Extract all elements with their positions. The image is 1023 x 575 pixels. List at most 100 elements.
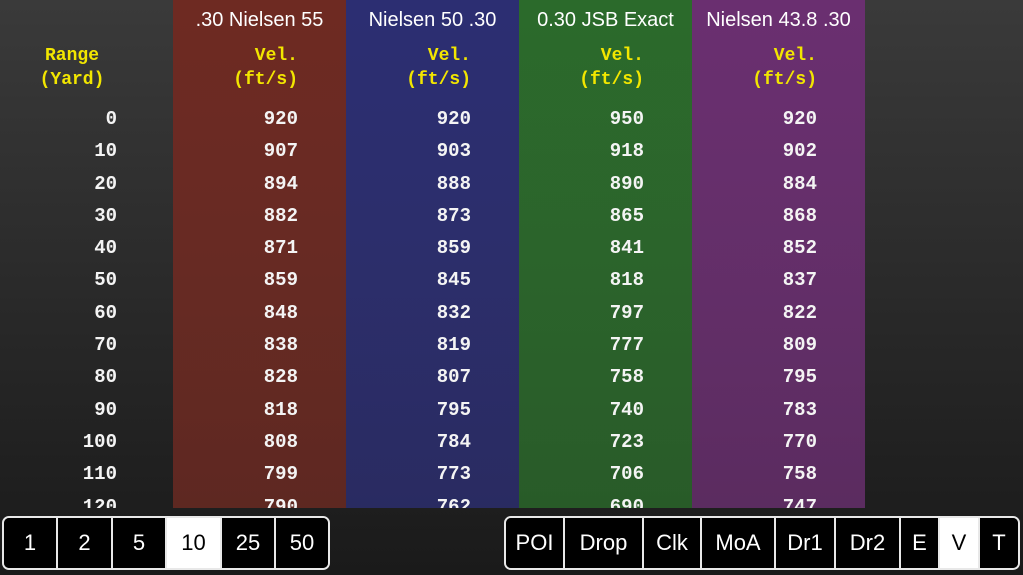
view-selector-option[interactable]: T [980,518,1018,568]
velocity-value: 818 [609,269,644,292]
velocity-value: 871 [263,237,298,260]
velocity-value: 747 [782,495,817,508]
velocity-header: Vel. (ft/s) [692,44,865,92]
velocity-value: 777 [609,334,644,357]
projectile-title: Nielsen 50 .30 [368,8,497,31]
velocity-value: 819 [436,334,471,357]
velocity-values: 920 902 884 868 852 837 822 809 795 783 770 758 747 [692,103,865,508]
step-selector-option[interactable]: 25 [222,518,276,568]
velocity-value: 884 [782,172,817,195]
step-selector-option[interactable]: 10 [167,518,222,568]
step-selector-option[interactable]: 1 [4,518,58,568]
velocity-value: 865 [609,204,644,227]
velocity-value: 762 [436,495,471,508]
projectile-column: .30 Nielsen 55 Vel. (ft/s) 920 907 894 882 871 8… [173,0,346,508]
projectile-title: Nielsen 43.8 .30 [706,8,851,31]
view-selector-option[interactable]: E [901,518,940,568]
range-value: 50 [94,269,117,292]
velocity-value: 838 [263,334,298,357]
step-selector-option[interactable]: 5 [113,518,167,568]
velocity-value: 808 [263,430,298,453]
range-value: 20 [94,172,117,195]
velocity-value: 882 [263,204,298,227]
range-value: 40 [94,237,117,260]
velocity-value: 950 [609,108,644,130]
velocity-value: 894 [263,172,298,195]
velocity-value: 837 [782,269,817,292]
projectile-column: Nielsen 43.8 .30 Vel. (ft/s) 920 902 884 868 85… [692,0,865,508]
projectile-title: 0.30 JSB Exact [537,8,674,31]
velocity-header: Vel. (ft/s) [346,44,519,92]
velocity-values: 920 907 894 882 871 859 848 838 828 818 808 799 790 [173,103,346,508]
range-value: 120 [82,495,117,508]
view-selector-option[interactable]: Drop [565,518,644,568]
velocity-value: 859 [263,269,298,292]
velocity-value: 723 [609,430,644,453]
velocity-values: 920 903 888 873 859 845 832 819 807 795 784 773 762 [346,103,519,508]
projectile-column: Nielsen 50 .30 Vel. (ft/s) 920 903 888 873 859 8… [346,0,519,508]
view-selector-option[interactable]: V [940,518,980,568]
step-selector-option[interactable]: 2 [58,518,113,568]
velocity-value: 920 [436,108,471,130]
velocity-label: Vel. [773,46,817,66]
velocity-unit: (ft/s) [752,70,817,90]
range-value: 70 [94,334,117,357]
velocity-value: 868 [782,204,817,227]
velocity-value: 848 [263,301,298,324]
view-mode-selector[interactable]: POI Drop Clk MoA Dr1 Dr2 E V T [504,516,1020,570]
range-label: Range [44,46,99,66]
step-selector-option[interactable]: 50 [276,518,328,568]
range-values: 0 10 20 30 40 50 60 70 80 90 100 110 120 [0,103,173,508]
range-value: 60 [94,301,117,324]
velocity-label: Vel. [600,46,644,66]
velocity-unit: (ft/s) [406,70,471,90]
velocity-value: 809 [782,334,817,357]
range-value: 0 [105,108,117,130]
velocity-value: 758 [782,463,817,486]
range-column: Range (Yard) 0 10 20 30 40 50 60 70 80 90 100 110 12… [0,0,173,508]
velocity-value: 783 [782,398,817,421]
view-selector-option[interactable]: POI [506,518,565,568]
velocity-value: 740 [609,398,644,421]
projectile-column: 0.30 JSB Exact Vel. (ft/s) 950 918 890 865 841 8… [519,0,692,508]
velocity-value: 807 [436,366,471,389]
velocity-value: 795 [436,398,471,421]
velocity-value: 918 [609,140,644,163]
view-selector-option[interactable]: MoA [702,518,776,568]
view-selector-option[interactable]: Clk [644,518,702,568]
velocity-value: 784 [436,430,471,453]
velocity-value: 758 [609,366,644,389]
velocity-value: 890 [609,172,644,195]
velocity-value: 828 [263,366,298,389]
ballistics-table: Range (Yard) 0 10 20 30 40 50 60 70 80 90 100 110 12… [0,0,865,508]
projectile-title: .30 Nielsen 55 [195,8,324,31]
velocity-value: 841 [609,237,644,260]
range-value: 110 [82,463,117,486]
view-selector-option[interactable]: Dr2 [836,518,901,568]
velocity-value: 690 [609,495,644,508]
velocity-value: 873 [436,204,471,227]
velocity-label: Vel. [427,46,471,66]
velocity-value: 790 [263,495,298,508]
range-value: 10 [94,140,117,163]
velocity-value: 795 [782,366,817,389]
velocity-value: 903 [436,140,471,163]
range-value: 80 [94,366,117,389]
velocity-value: 770 [782,430,817,453]
range-step-selector[interactable]: 1 2 5 10 25 50 [2,516,330,570]
range-unit: (Yard) [39,70,105,90]
velocity-unit: (ft/s) [579,70,644,90]
velocity-value: 822 [782,301,817,324]
velocity-header: Vel. (ft/s) [519,44,692,92]
view-selector-option[interactable]: Dr1 [776,518,836,568]
velocity-value: 773 [436,463,471,486]
velocity-header: Vel. (ft/s) [173,44,346,92]
range-value: 90 [94,398,117,421]
velocity-value: 832 [436,301,471,324]
velocity-value: 902 [782,140,817,163]
range-header: Range (Yard) [0,44,144,92]
velocity-value: 799 [263,463,298,486]
velocity-label: Vel. [254,46,298,66]
velocity-unit: (ft/s) [233,70,298,90]
velocity-value: 920 [263,108,298,130]
